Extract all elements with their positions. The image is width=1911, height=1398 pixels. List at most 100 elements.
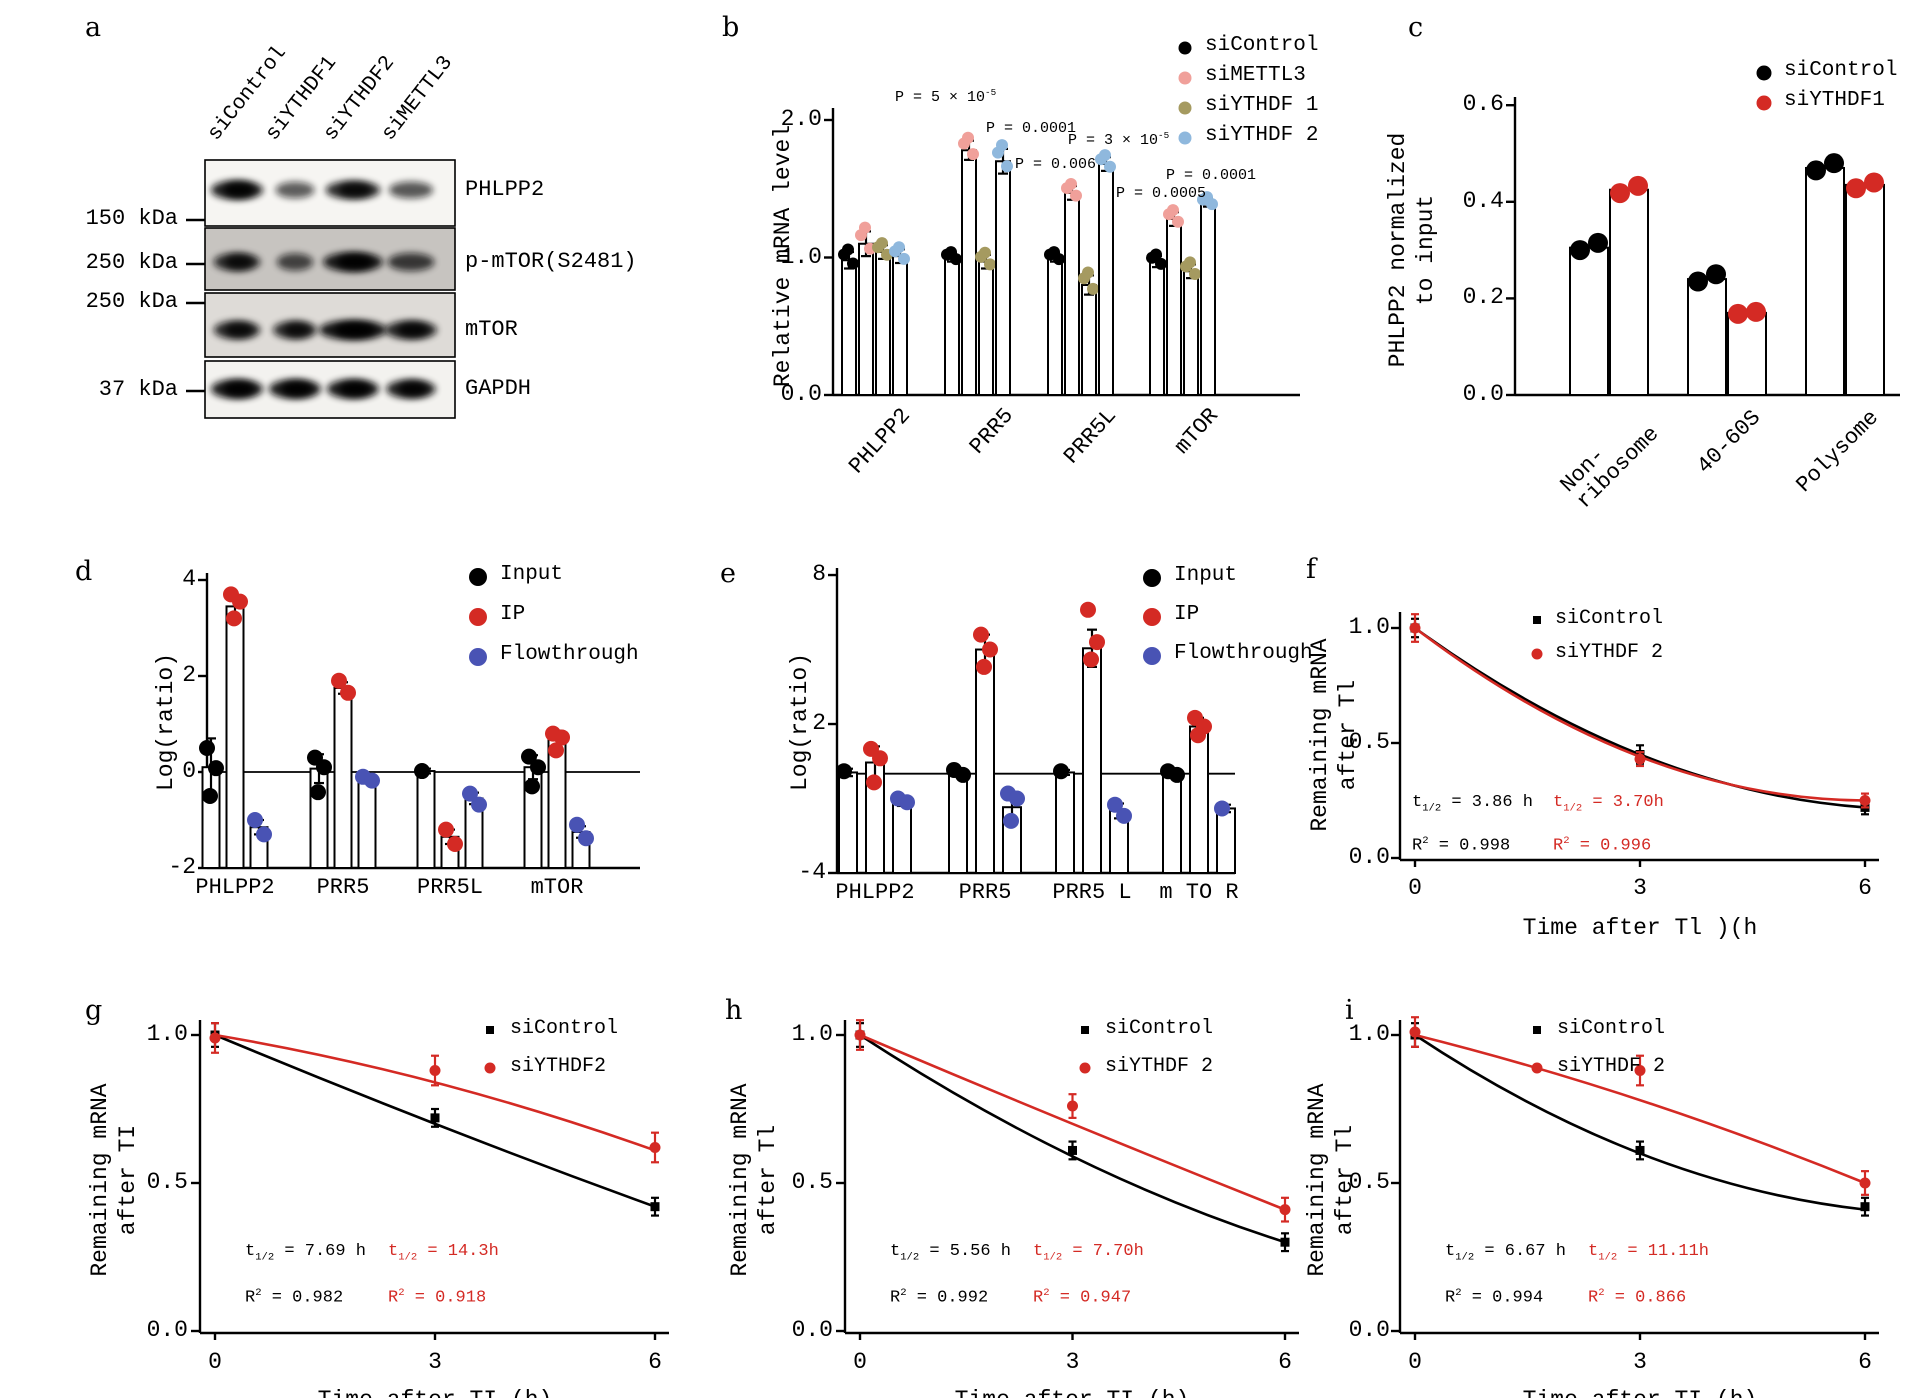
dot-c-siYTHDF1 (1728, 303, 1748, 324)
legend-dot-c (1756, 95, 1772, 111)
point-h-siYTHDF 2 (854, 1029, 866, 1041)
fit-curve-i-siYTHDF 2 (1414, 1033, 1866, 1185)
fit-curve-h-siControl (859, 1033, 1286, 1244)
blot-band-core (338, 182, 372, 198)
xtick-label-f: 0 (1408, 875, 1422, 901)
legend-dot-c (1756, 65, 1772, 81)
halflife-black-f: t1/2 = 3.86 h (1412, 793, 1533, 815)
dot-b-siMETTL3 (967, 148, 979, 161)
dot-d-IP (554, 729, 570, 746)
panel-a-letter: a (85, 12, 102, 43)
dot-e-Flowthrough (1003, 812, 1019, 829)
dot-b-siYTHDF 2 (1201, 191, 1213, 204)
halflife-red-f: t1/2 = 3.70h (1553, 793, 1664, 815)
ylabel-f: after Tl (1334, 679, 1361, 791)
blot-band-core (339, 381, 371, 397)
dot-c-siYTHDF1 (1864, 172, 1884, 193)
ytick-label-c: 0.6 (1462, 91, 1504, 118)
dot-b-siMETTL3 (859, 221, 871, 234)
legend-dot-e (1143, 608, 1161, 626)
legend-label-c: siYTHDF1 (1784, 89, 1885, 112)
dot-d-Input (208, 760, 224, 777)
dot-e-IP (973, 626, 989, 643)
ytick-label-h: 1.0 (791, 1021, 833, 1047)
dot-d-IP (438, 821, 454, 838)
legend-dot-b (1178, 41, 1192, 55)
dot-b-siYTHDF 1 (1082, 266, 1094, 279)
bar-c-siControl (1805, 166, 1845, 396)
pvalue-annotation: P = 0.006 (1015, 156, 1097, 173)
xcat-label-e: PRR5 (958, 880, 1012, 905)
ytick-label-g: 0.5 (146, 1169, 188, 1195)
legend-marker-f (1533, 616, 1541, 624)
dot-e-Flowthrough (1107, 796, 1123, 813)
dot-d-Input (202, 788, 218, 804)
halflife-red-g: t1/2 = 14.3h (388, 1242, 499, 1264)
point-g-siControl (430, 1113, 440, 1123)
legend-label-b: siYTHDF 1 (1205, 94, 1319, 117)
ytick-label-b: 2.0 (780, 106, 822, 132)
dot-c-siControl (1570, 240, 1590, 261)
point-g-siYTHDF2 (209, 1032, 221, 1044)
ytick-label-b: 0.0 (780, 381, 822, 407)
panel-d-letter: d (75, 556, 93, 587)
ytick-label-d: 0 (182, 758, 196, 784)
blot-protein-label: mTOR (465, 317, 518, 342)
blot-band-core (224, 255, 254, 269)
bar-b-siYTHDF 1 (1081, 284, 1097, 396)
fit-curve-h-siYTHDF 2 (859, 1033, 1286, 1211)
dot-b-siControl (1155, 257, 1167, 270)
legend-label-b: siControl (1205, 34, 1319, 57)
legend-label-c: siControl (1784, 59, 1898, 82)
pvalue-annotation: P = 0.0001 (986, 120, 1077, 137)
blot-band (387, 252, 435, 272)
dot-e-Input (1053, 763, 1069, 780)
fit-curve-g-siYTHDF2 (214, 1033, 656, 1152)
ylabel-c: PHLPP2 normalized (1384, 132, 1411, 368)
panel-h-letter: h (725, 995, 743, 1026)
ytick-label-d: 4 (182, 566, 196, 592)
dot-d-Input (316, 759, 332, 776)
xtick-label-i: 6 (1858, 1349, 1872, 1375)
dot-e-IP (1080, 601, 1096, 618)
bar-b-siMETTL3 (961, 149, 977, 396)
halflife-black-h: t1/2 = 5.56 h (890, 1242, 1011, 1264)
bar-e-Input (948, 770, 968, 875)
xaxis-title-h: Time after TI (h) (955, 1388, 1190, 1398)
ylabel-d: Log(ratio) (152, 652, 179, 792)
ytick-label-g: 0.0 (146, 1317, 188, 1343)
dot-e-IP (1190, 727, 1206, 744)
ytick-label-i: 1.0 (1348, 1021, 1390, 1047)
bar-c-siControl (1569, 246, 1609, 396)
dot-d-Flowthrough (578, 830, 594, 847)
legend-label-b: siYTHDF 2 (1205, 124, 1319, 147)
ylabel-g: Remaining mRNA (86, 1083, 113, 1277)
point-i-siControl (1635, 1145, 1645, 1155)
dot-e-Input (955, 766, 971, 783)
ylabel-g: after TI (114, 1124, 141, 1236)
panel-e-letter: e (720, 558, 736, 589)
point-i-siYTHDF 2 (1409, 1026, 1421, 1038)
ytick-label-f: 0.0 (1348, 844, 1390, 870)
blot-band-core (223, 381, 255, 397)
xtick-label-f: 6 (1858, 875, 1872, 901)
legend-marker-g (484, 1062, 496, 1074)
xtick-label-f: 3 (1633, 875, 1647, 901)
ytick-label-c: 0.4 (1462, 187, 1504, 214)
point-g-siControl (650, 1202, 660, 1212)
dot-b-siMETTL3 (962, 131, 974, 144)
dot-c-siControl (1824, 153, 1844, 174)
bar-b-siMETTL3 (1166, 218, 1182, 396)
dot-b-siYTHDF 2 (1099, 149, 1111, 162)
point-f-siYTHDF 2 (1634, 753, 1646, 765)
ytick-label-e: 2 (812, 710, 826, 737)
ytick-label-d: -2 (168, 854, 196, 880)
dot-e-IP (872, 750, 888, 767)
dot-c-siYTHDF1 (1846, 178, 1866, 199)
dot-c-siControl (1588, 232, 1608, 253)
pvalue-annotation: P = 0.0005 (1116, 185, 1207, 202)
dot-b-siControl (945, 246, 957, 259)
dot-d-IP (232, 593, 248, 610)
bar-e-Input (1162, 771, 1182, 874)
